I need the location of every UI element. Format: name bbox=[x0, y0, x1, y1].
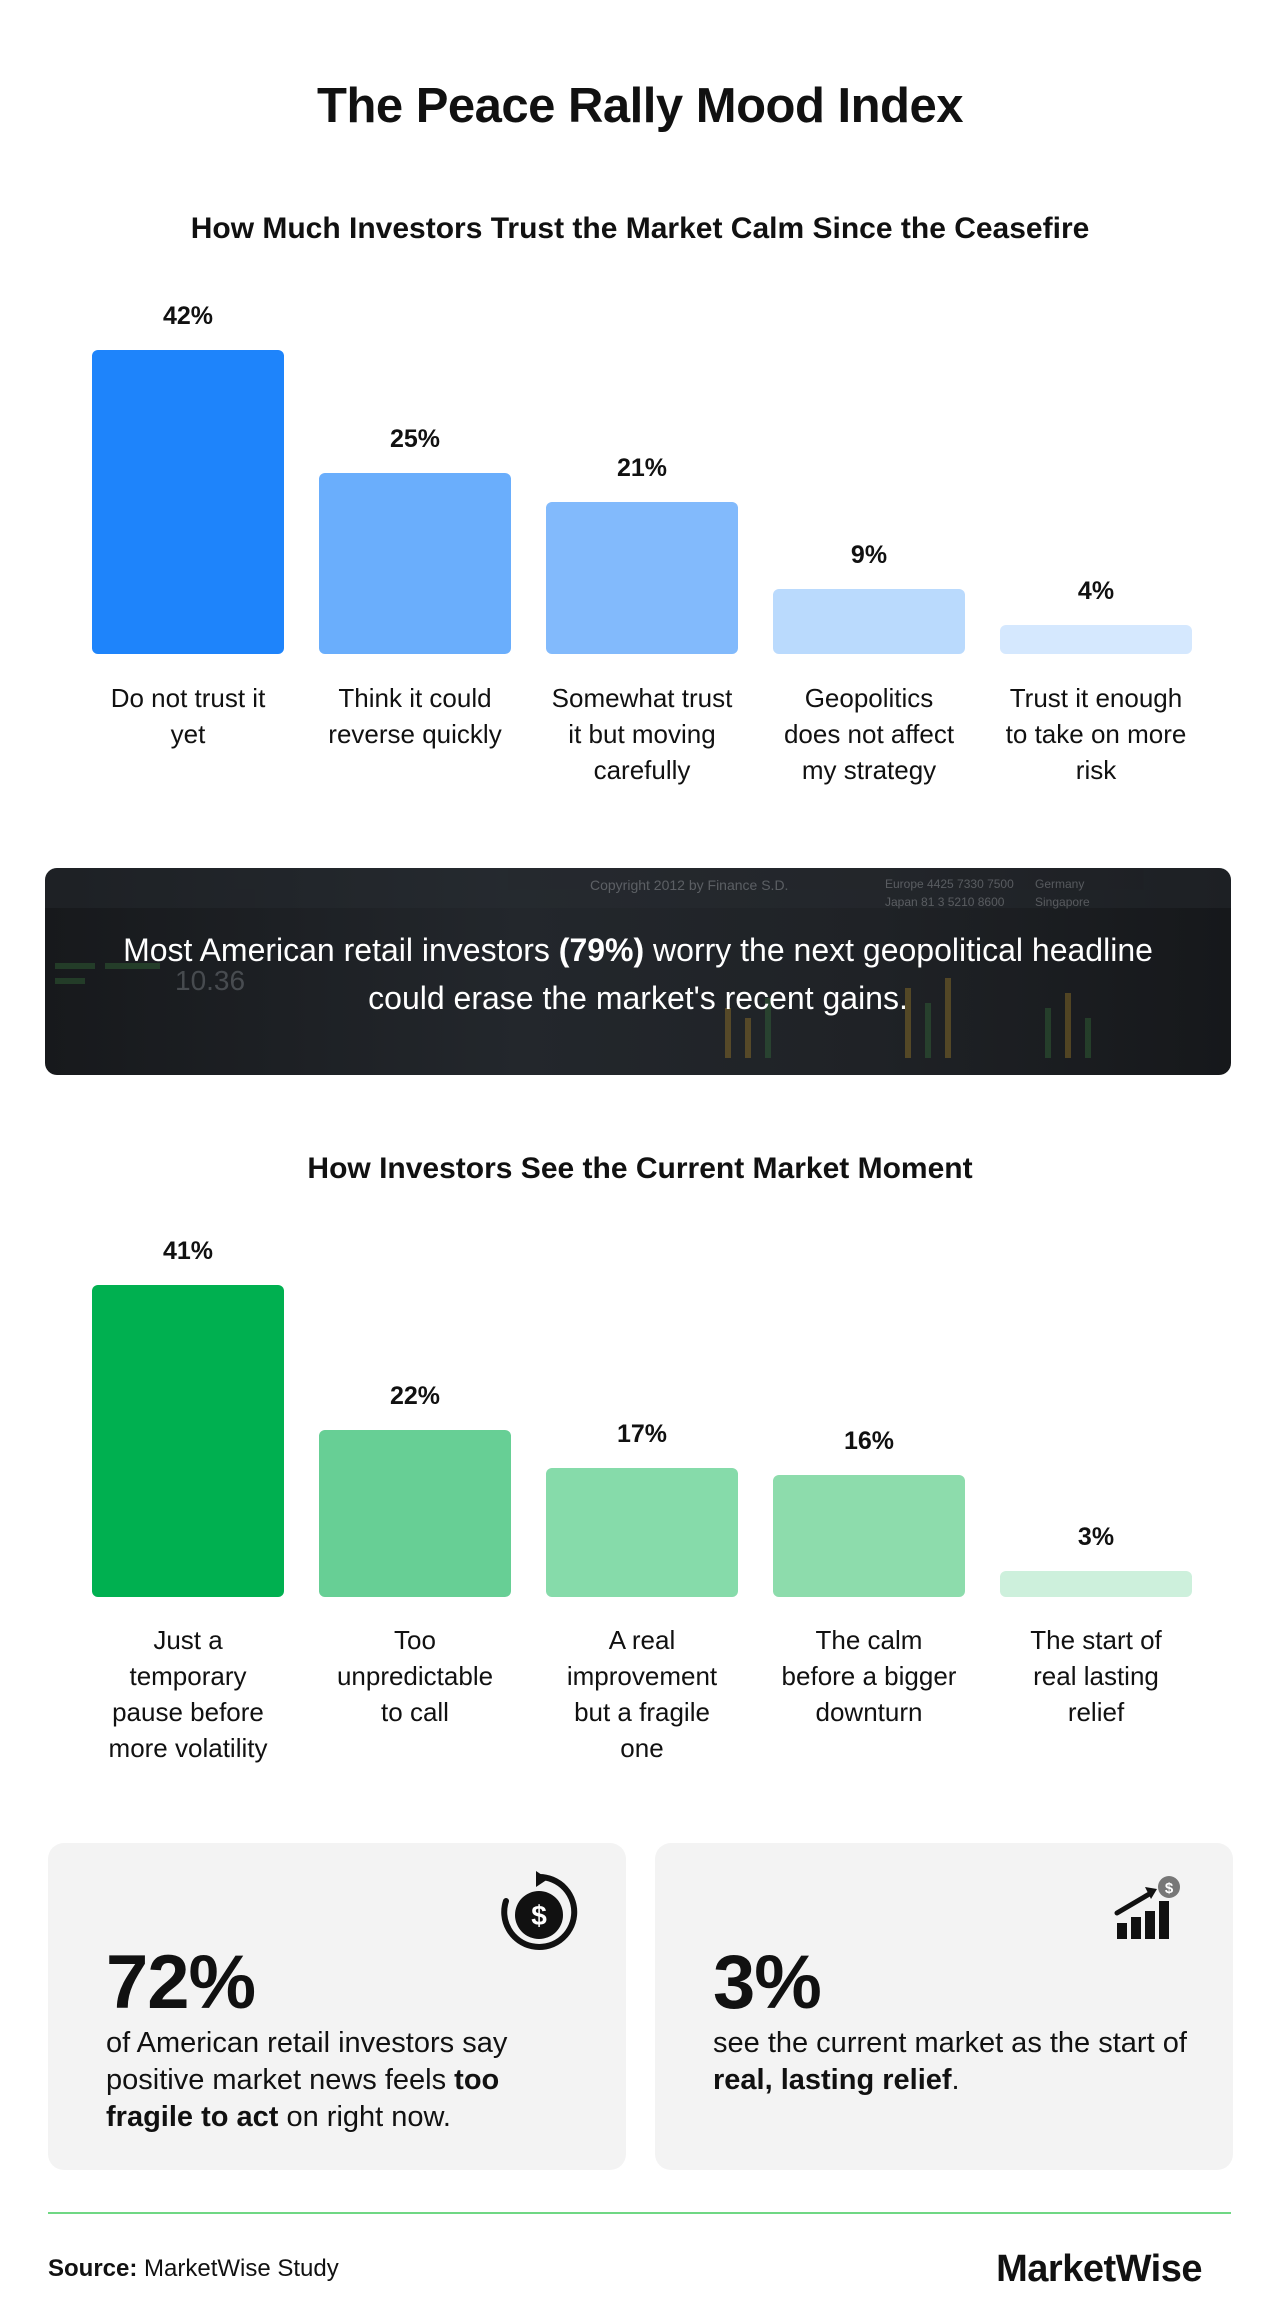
category-label-line: does not affect bbox=[783, 719, 955, 749]
banner-background-stock-image: Copyright 2012 by Finance S.D. Europe 44… bbox=[45, 868, 1231, 1058]
category-label-line: Think it could bbox=[338, 683, 492, 713]
category-label-line: to take on more bbox=[1005, 719, 1187, 749]
banner-bg-europe: Europe 4425 7330 7500 bbox=[885, 877, 1014, 891]
footer-divider bbox=[48, 2212, 1231, 2214]
category-label-1: Just a temporary pause before more volatili… bbox=[83, 1622, 293, 1766]
category-label-line: Somewhat trust bbox=[551, 683, 733, 713]
category-label-line: to call bbox=[381, 1697, 449, 1727]
value-label-5: 3% bbox=[1077, 1523, 1115, 1551]
stat-3-text: see the current market as the start of r… bbox=[713, 2027, 1187, 2096]
page-title: The Peace Rally Mood Index bbox=[317, 79, 963, 133]
stat-72-value: 72% bbox=[106, 1940, 256, 2025]
banner-highlight: (79%) bbox=[558, 932, 645, 968]
marketwise-logo: MarketWise bbox=[996, 2248, 1202, 2290]
bar-5 bbox=[1000, 1571, 1192, 1597]
value-label-4: 16% bbox=[843, 1427, 895, 1456]
category-label-line: The start of bbox=[1030, 1625, 1162, 1655]
value-label-3: 21% bbox=[616, 453, 668, 482]
category-label-1: Do not trust it yet bbox=[83, 680, 293, 752]
category-label-line: improvement bbox=[566, 1661, 718, 1691]
category-label-line: Geopolitics bbox=[804, 683, 934, 713]
category-label-4: The calm before a bigger downturn bbox=[764, 1622, 974, 1730]
category-label-line: pause before bbox=[112, 1697, 264, 1727]
category-label-line: unpredictable bbox=[336, 1661, 494, 1691]
category-label-4: Geopolitics does not affect my strategy bbox=[764, 680, 974, 788]
category-label-line: my strategy bbox=[801, 755, 937, 785]
bar-2 bbox=[319, 473, 511, 654]
banner-bg-germany: Germany bbox=[1035, 877, 1084, 891]
category-label-line: Just a bbox=[153, 1625, 223, 1655]
svg-text:$: $ bbox=[1165, 1880, 1174, 1897]
dollar-cycle-icon: $ bbox=[501, 1871, 578, 1950]
category-label-5: The start of real lasting relief bbox=[991, 1622, 1201, 1730]
category-label-line: risk bbox=[1075, 755, 1117, 785]
banner-bg-copyright: Copyright 2012 by Finance S.D. bbox=[590, 877, 788, 893]
category-label-line: but a fragile bbox=[574, 1697, 710, 1727]
category-label-2: Think it could reverse quickly bbox=[310, 680, 520, 752]
banner-text-after: worry the next geopolitical headline cou… bbox=[368, 932, 1153, 1016]
bar-3 bbox=[546, 1467, 738, 1597]
value-label-2: 22% bbox=[389, 1381, 441, 1410]
category-label-line: one bbox=[620, 1733, 664, 1763]
bar-4 bbox=[773, 588, 965, 654]
category-label-line: Do not trust it bbox=[110, 683, 266, 713]
category-label-line: relief bbox=[1067, 1697, 1125, 1727]
category-label-line: real lasting bbox=[1033, 1661, 1159, 1691]
source-note: Source: MarketWise Study bbox=[48, 2255, 339, 2282]
banner-bg-singapore: Singapore bbox=[1035, 895, 1090, 909]
category-label-3: Somewhat trust it but moving carefully bbox=[537, 680, 747, 788]
banner-text: Most American retail investors (79%) wor… bbox=[105, 926, 1171, 1022]
value-label-1: 42% bbox=[162, 301, 214, 330]
banner-text-before: Most American retail investors bbox=[123, 932, 559, 968]
banner-bg-japan: Japan 81 3 5210 8600 bbox=[885, 895, 1005, 909]
category-label-line: Too bbox=[394, 1625, 436, 1655]
category-label-2: Too unpredictable to call bbox=[310, 1622, 520, 1730]
category-label-5: Trust it enough to take on more risk bbox=[991, 680, 1201, 788]
category-label-line: before a bigger bbox=[781, 1661, 957, 1691]
bar-2 bbox=[319, 1429, 511, 1597]
category-label-line: yet bbox=[170, 719, 206, 749]
value-label-4: 9% bbox=[850, 540, 888, 569]
bar-4 bbox=[773, 1475, 965, 1597]
category-label-line: A real bbox=[608, 1625, 676, 1655]
category-label-line: more volatility bbox=[108, 1733, 268, 1763]
bar-1 bbox=[92, 349, 284, 654]
stat-card-72: $ 72% of American retail investors say p… bbox=[48, 1843, 626, 2170]
category-label-line: The calm bbox=[815, 1625, 923, 1655]
category-label-line: carefully bbox=[593, 755, 691, 785]
svg-text:$: $ bbox=[531, 1900, 547, 1931]
category-label-line: downturn bbox=[815, 1697, 923, 1727]
stat-72-text: of American retail investors say positiv… bbox=[106, 2027, 508, 2133]
insight-banner: Copyright 2012 by Finance S.D. Europe 44… bbox=[45, 868, 1231, 1075]
category-label-line: reverse quickly bbox=[328, 719, 502, 749]
stat-3-value: 3% bbox=[713, 1940, 822, 2025]
category-label-3: A real improvement but a fragile one bbox=[537, 1622, 747, 1766]
bar-3 bbox=[546, 501, 738, 654]
value-label-2: 25% bbox=[389, 425, 441, 453]
bar-1 bbox=[92, 1284, 284, 1597]
category-label-line: Trust it enough bbox=[1009, 683, 1183, 713]
chart2-title: How Investors See the Current Market Mom… bbox=[307, 1152, 973, 1185]
growth-chart-dollar-icon: $ bbox=[1114, 1876, 1180, 1939]
category-label-line: temporary bbox=[129, 1661, 247, 1691]
category-label-line: it but moving bbox=[568, 719, 716, 749]
banner-bg-number: 10.36 bbox=[175, 965, 245, 996]
value-label-1: 41% bbox=[162, 1236, 214, 1265]
bar-5 bbox=[1000, 625, 1192, 654]
chart1-title: How Much Investors Trust the Market Calm… bbox=[190, 212, 1090, 245]
stat-card-3: $ 3% see the current market as the start… bbox=[655, 1843, 1233, 2170]
value-label-3: 17% bbox=[616, 1419, 668, 1448]
value-label-5: 4% bbox=[1077, 577, 1115, 606]
